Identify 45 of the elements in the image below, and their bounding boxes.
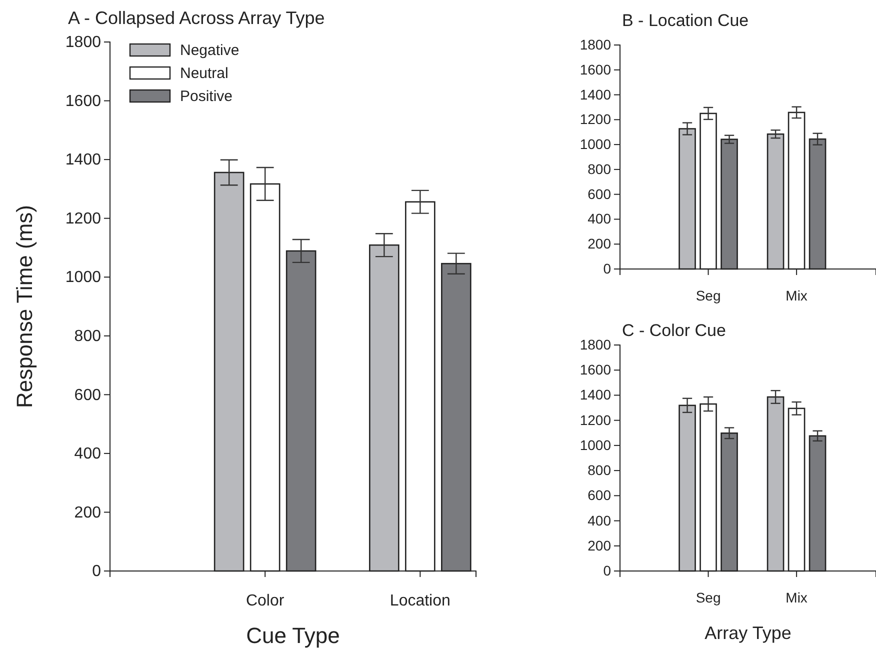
y-tick-label: 0 xyxy=(92,563,102,580)
y-tick-label: 600 xyxy=(588,487,612,504)
y-tick-label: 1600 xyxy=(580,362,612,378)
y-axis-title: Response Time (ms) xyxy=(12,205,37,408)
legend-label: Negative xyxy=(180,42,240,59)
y-tick-label: 1200 xyxy=(65,210,102,228)
x-axis-title: Cue Type xyxy=(246,623,340,648)
y-tick-label: 200 xyxy=(588,236,612,252)
legend-label: Positive xyxy=(180,88,233,105)
x-axis-title: Array Type xyxy=(704,623,792,643)
x-tick-label: Color xyxy=(246,592,285,610)
x-tick-label: Mix xyxy=(786,287,808,304)
y-tick-label: 1000 xyxy=(580,436,612,453)
y-tick-label: 800 xyxy=(588,462,612,478)
y-tick-label: 0 xyxy=(603,562,612,578)
chart-title: B - Location Cue xyxy=(622,11,749,30)
y-tick-label: 400 xyxy=(74,446,102,463)
y-tick-label: 400 xyxy=(588,512,612,528)
y-tick-label: 1000 xyxy=(580,136,612,152)
x-tick-label: Seg xyxy=(696,287,721,304)
y-tick-label: 1800 xyxy=(580,336,612,352)
chart-title: C - Color Cue xyxy=(622,321,726,340)
y-tick-label: 1600 xyxy=(580,61,612,78)
y-tick-label: 200 xyxy=(74,504,102,522)
y-tick-label: 1000 xyxy=(65,269,102,286)
chart-title: A - Collapsed Across Array Type xyxy=(68,8,325,28)
y-tick-label: 800 xyxy=(74,328,102,346)
y-tick-label: 0 xyxy=(603,260,612,276)
y-tick-label: 1800 xyxy=(65,34,102,52)
y-tick-label: 1800 xyxy=(580,36,612,52)
x-tick-label: Location xyxy=(390,592,450,610)
y-tick-label: 1200 xyxy=(580,111,612,128)
y-tick-label: 200 xyxy=(588,537,612,554)
x-tick-label: Mix xyxy=(786,589,808,606)
y-tick-label: 800 xyxy=(588,160,612,177)
y-tick-label: 1200 xyxy=(580,412,612,428)
y-tick-label: 600 xyxy=(588,186,612,202)
y-tick-label: 1400 xyxy=(580,386,612,403)
x-tick-label: Seg xyxy=(696,589,721,606)
y-tick-label: 1600 xyxy=(65,92,102,110)
y-tick-label: 600 xyxy=(74,386,102,404)
y-tick-label: 1400 xyxy=(65,152,102,169)
y-tick-label: 400 xyxy=(588,210,612,227)
legend-label: Neutral xyxy=(180,65,228,82)
y-tick-label: 1400 xyxy=(580,86,612,102)
